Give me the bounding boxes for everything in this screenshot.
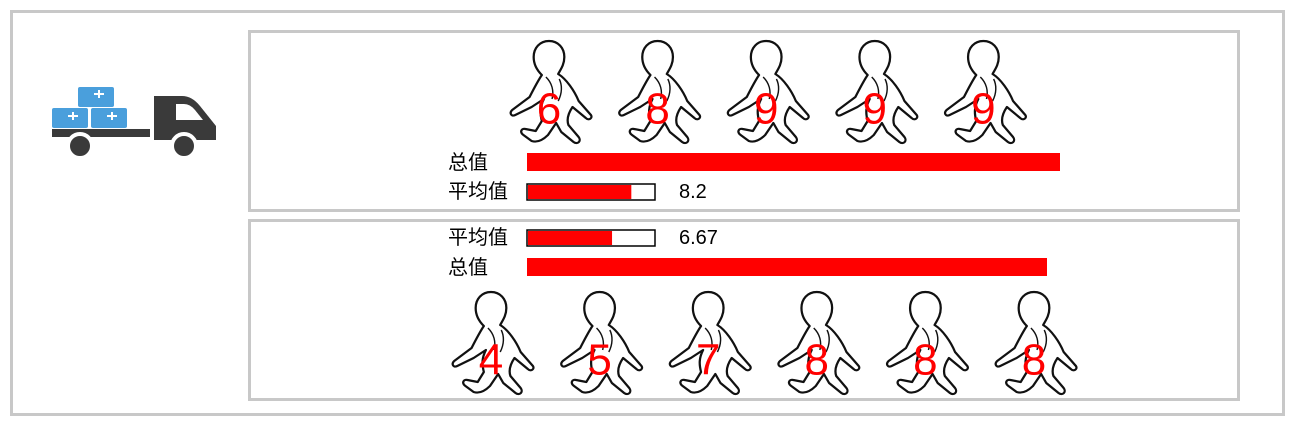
- average-value: 6.67: [679, 227, 718, 249]
- average-bar: [528, 231, 613, 245]
- figure-value: 8: [1022, 335, 1046, 384]
- delivery-truck-icon: [52, 87, 216, 160]
- package-box-icon: [78, 87, 114, 107]
- row-label: 总值: [448, 255, 488, 279]
- figure-value: 5: [587, 335, 611, 384]
- total-bar: [527, 153, 1060, 171]
- walking-person-icon: [994, 290, 1078, 396]
- figure-value: 6: [537, 84, 561, 133]
- walking-person-icon: [560, 290, 644, 396]
- chart-panel-1: 6 8 9 9 9 总值平均值 8.2: [248, 30, 1240, 212]
- walking-person-icon: [944, 39, 1027, 145]
- package-box-icon: [91, 108, 127, 128]
- average-value: 8.2: [679, 181, 707, 203]
- pictograph-chart-2: 平均值 6.67 总值 4 5 7 8 8 8: [448, 225, 1078, 396]
- figure-value: 8: [913, 335, 937, 384]
- chart-panel-2: 平均值 6.67 总值 4 5 7 8 8 8: [248, 219, 1240, 401]
- walking-person-icon: [618, 39, 702, 145]
- walking-person-icon: [835, 39, 919, 145]
- row-label: 总值: [448, 150, 488, 174]
- figure-value: 9: [754, 84, 778, 133]
- walking-person-icon: [777, 290, 861, 396]
- figure-value: 8: [645, 84, 669, 133]
- row-label: 平均值: [448, 179, 508, 203]
- walking-person-icon: [726, 39, 810, 145]
- figure-value: 4: [479, 335, 503, 384]
- row-label: 平均值: [448, 225, 508, 249]
- figure-value: 9: [863, 84, 887, 133]
- total-bar: [527, 258, 1047, 276]
- average-bar: [528, 185, 632, 199]
- walking-person-icon: [668, 290, 752, 396]
- figure-value: 7: [696, 335, 720, 384]
- package-box-icon: [52, 108, 88, 128]
- walking-person-icon: [886, 290, 969, 396]
- walking-person-icon: [509, 39, 593, 145]
- infographic-frame: [10, 10, 1285, 416]
- figure-value: 9: [971, 84, 995, 133]
- walking-person-icon: [451, 290, 535, 396]
- figure-value: 8: [805, 335, 829, 384]
